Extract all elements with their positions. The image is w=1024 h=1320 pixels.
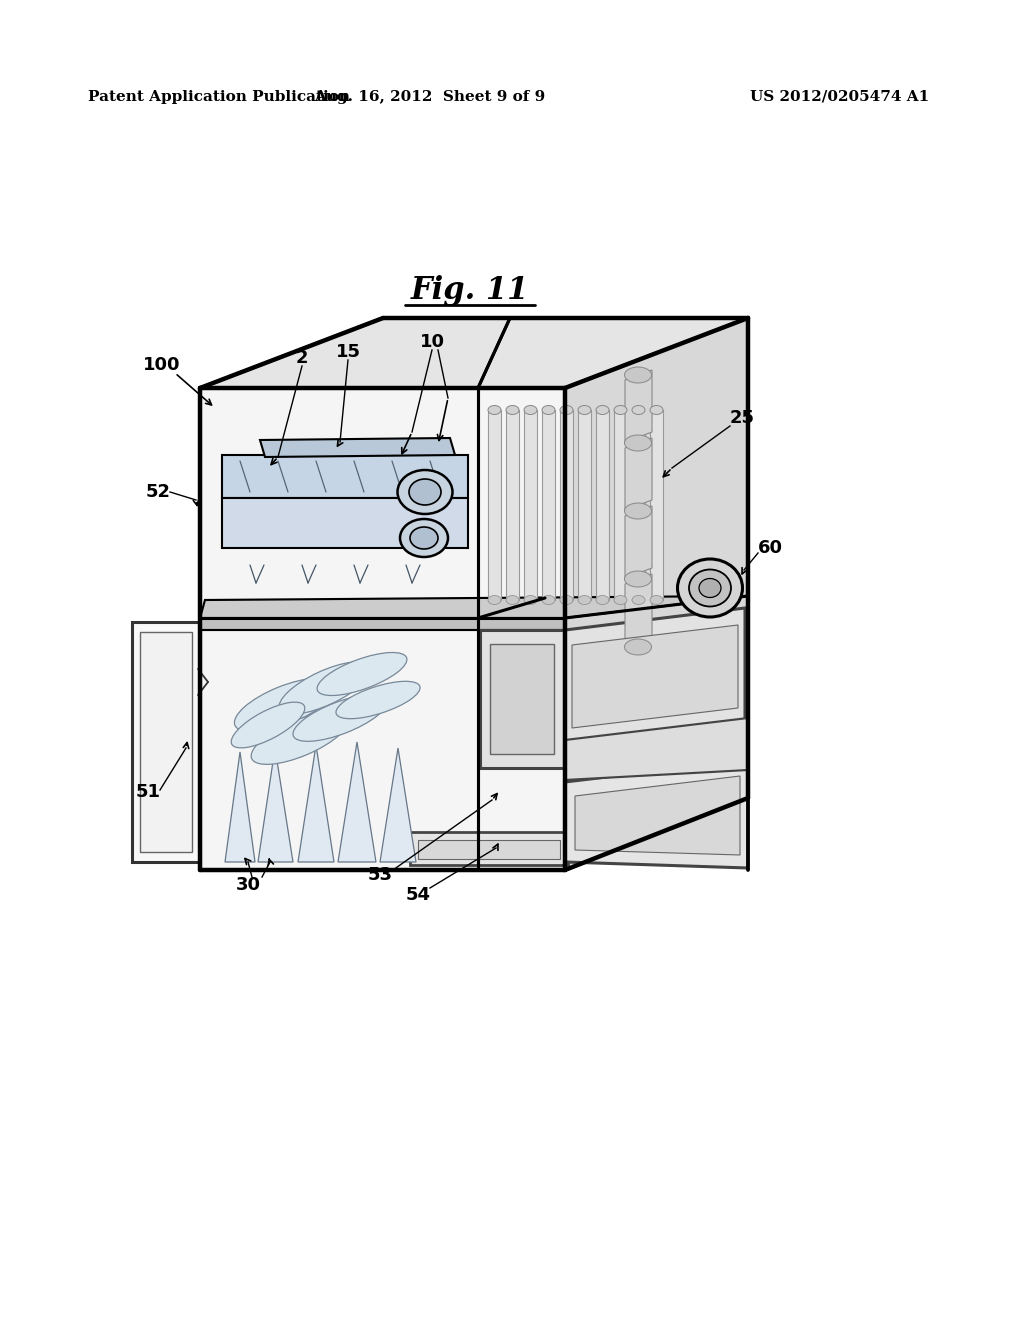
Ellipse shape	[560, 405, 573, 414]
Text: 52: 52	[145, 483, 171, 502]
Ellipse shape	[336, 681, 420, 718]
Polygon shape	[560, 411, 573, 601]
Ellipse shape	[317, 652, 407, 696]
Polygon shape	[200, 597, 748, 618]
Polygon shape	[222, 455, 468, 498]
Polygon shape	[222, 498, 468, 548]
Polygon shape	[614, 411, 627, 601]
Polygon shape	[565, 718, 748, 780]
Ellipse shape	[524, 595, 537, 605]
Polygon shape	[625, 574, 652, 645]
Polygon shape	[625, 642, 652, 714]
Ellipse shape	[231, 702, 305, 748]
Ellipse shape	[625, 639, 651, 655]
Text: 54: 54	[406, 886, 430, 904]
Polygon shape	[298, 744, 334, 862]
Polygon shape	[578, 411, 591, 601]
Text: 25: 25	[729, 409, 755, 426]
Text: Aug. 16, 2012  Sheet 9 of 9: Aug. 16, 2012 Sheet 9 of 9	[314, 90, 546, 104]
Ellipse shape	[596, 595, 609, 605]
Polygon shape	[625, 438, 652, 510]
Text: 51: 51	[135, 783, 161, 801]
Ellipse shape	[293, 694, 387, 742]
Polygon shape	[490, 644, 554, 754]
Polygon shape	[260, 438, 455, 457]
Text: 10: 10	[420, 333, 444, 351]
Polygon shape	[596, 411, 609, 601]
Ellipse shape	[409, 479, 441, 506]
Ellipse shape	[280, 661, 371, 714]
Text: US 2012/0205474 A1: US 2012/0205474 A1	[750, 90, 929, 104]
Polygon shape	[524, 411, 537, 601]
Ellipse shape	[506, 595, 519, 605]
Polygon shape	[565, 318, 748, 870]
Polygon shape	[506, 411, 519, 601]
Ellipse shape	[578, 405, 591, 414]
Text: 2: 2	[296, 348, 308, 367]
Polygon shape	[480, 389, 563, 616]
Ellipse shape	[678, 558, 742, 616]
Ellipse shape	[251, 711, 349, 764]
Polygon shape	[542, 411, 555, 601]
Ellipse shape	[650, 595, 663, 605]
Polygon shape	[632, 411, 645, 601]
Polygon shape	[565, 760, 748, 869]
Polygon shape	[380, 748, 416, 862]
Ellipse shape	[488, 595, 501, 605]
Ellipse shape	[632, 595, 645, 605]
Text: 53: 53	[368, 866, 392, 884]
Ellipse shape	[625, 367, 651, 383]
Polygon shape	[418, 840, 560, 859]
Polygon shape	[650, 411, 663, 601]
Ellipse shape	[614, 595, 627, 605]
Text: 60: 60	[758, 539, 782, 557]
Ellipse shape	[689, 569, 731, 606]
Polygon shape	[575, 776, 740, 855]
Ellipse shape	[650, 405, 663, 414]
Text: 30: 30	[236, 876, 260, 894]
Ellipse shape	[560, 595, 573, 605]
Ellipse shape	[410, 527, 438, 549]
Text: 100: 100	[143, 356, 181, 374]
Ellipse shape	[625, 436, 651, 451]
Text: Patent Application Publication: Patent Application Publication	[88, 90, 350, 104]
Ellipse shape	[542, 405, 555, 414]
Ellipse shape	[625, 503, 651, 519]
Polygon shape	[338, 742, 376, 862]
Ellipse shape	[542, 595, 555, 605]
Polygon shape	[258, 748, 293, 862]
Polygon shape	[200, 388, 565, 870]
Ellipse shape	[578, 595, 591, 605]
Polygon shape	[625, 370, 652, 442]
Ellipse shape	[234, 678, 336, 731]
Polygon shape	[480, 630, 564, 768]
Ellipse shape	[614, 405, 627, 414]
Text: Fig. 11: Fig. 11	[411, 275, 529, 305]
Ellipse shape	[632, 405, 645, 414]
Ellipse shape	[400, 519, 449, 557]
Polygon shape	[565, 609, 745, 742]
Polygon shape	[140, 632, 193, 851]
Polygon shape	[410, 832, 568, 865]
Ellipse shape	[699, 578, 721, 598]
Polygon shape	[132, 622, 200, 862]
Ellipse shape	[524, 405, 537, 414]
Polygon shape	[488, 411, 501, 601]
Polygon shape	[207, 628, 476, 862]
Ellipse shape	[625, 572, 651, 587]
Polygon shape	[572, 624, 738, 729]
Polygon shape	[202, 389, 476, 616]
Polygon shape	[200, 318, 748, 388]
Polygon shape	[625, 506, 652, 578]
Polygon shape	[200, 618, 565, 630]
Text: 15: 15	[336, 343, 360, 360]
Ellipse shape	[488, 405, 501, 414]
Ellipse shape	[397, 470, 453, 513]
Ellipse shape	[596, 405, 609, 414]
Polygon shape	[225, 752, 255, 862]
Ellipse shape	[506, 405, 519, 414]
